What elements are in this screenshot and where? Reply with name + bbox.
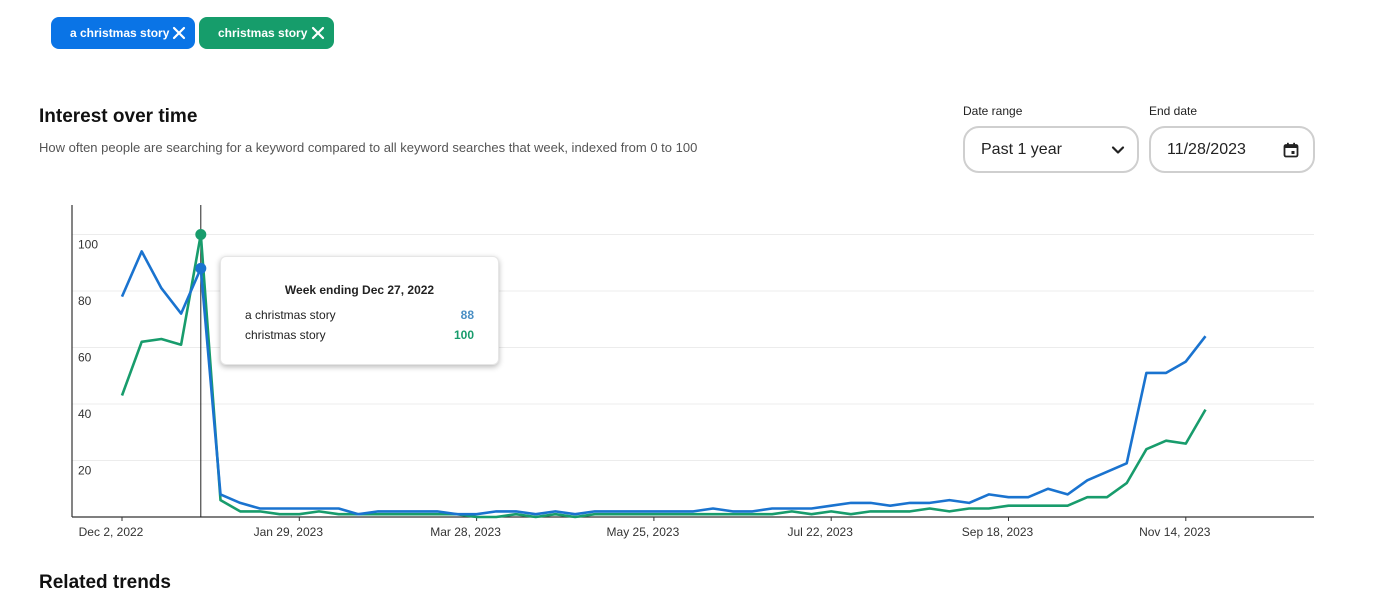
calendar-icon[interactable]: [1283, 142, 1299, 158]
tooltip-row-value: 100: [453, 328, 474, 342]
interest-over-time-chart[interactable]: 20 40 60 80 100 Dec 2, 2022 Jan 29, 2023 Mar 28…: [0, 190, 1394, 550]
chart-tooltip: Week ending Dec 27, 2022 a christmas sto…: [220, 256, 499, 365]
highlight-point: [195, 229, 207, 240]
keyword-chip-label: a christmas story: [70, 26, 170, 40]
end-date-label: End date: [1149, 104, 1198, 118]
section-subtitle: How often people are searching for a key…: [39, 140, 698, 155]
keyword-chip-a-christmas-story[interactable]: a christmas story: [51, 17, 195, 49]
tooltip-row-value: 88: [460, 308, 474, 322]
y-tick-label: 60: [78, 351, 92, 365]
x-tick-label: Mar 28, 2023: [430, 525, 501, 539]
tooltip-row: a christmas story 88: [245, 308, 474, 322]
close-icon[interactable]: [311, 26, 325, 40]
section-title: Interest over time: [39, 106, 198, 127]
y-tick-label: 80: [78, 294, 92, 308]
x-tick-label: Dec 2, 2022: [79, 525, 144, 539]
x-tick-label: Sep 18, 2023: [962, 525, 1034, 539]
y-tick-label: 40: [78, 407, 92, 421]
x-tick-label: Nov 14, 2023: [1139, 525, 1211, 539]
end-date-value: 11/28/2023: [1167, 140, 1246, 158]
close-icon[interactable]: [172, 26, 186, 40]
y-tick-label: 100: [78, 238, 98, 252]
y-tick-label: 20: [78, 464, 92, 478]
series-line-christmas-story: [120, 233, 1207, 519]
highlight-point: [195, 262, 207, 274]
date-range-select[interactable]: Past 1 year: [963, 126, 1139, 173]
x-tick-label: May 25, 2023: [607, 525, 680, 539]
end-date-input[interactable]: 11/28/2023: [1149, 126, 1315, 173]
date-range-label: Date range: [963, 104, 1023, 118]
x-tick-label: Jul 22, 2023: [788, 525, 854, 539]
series-line-a-christmas-story: [120, 250, 1207, 516]
keyword-chip-christmas-story[interactable]: christmas story: [199, 17, 334, 49]
keyword-chip-label: christmas story: [218, 26, 308, 40]
x-tick-label: Jan 29, 2023: [254, 525, 324, 539]
chevron-down-icon: [1111, 146, 1125, 154]
tooltip-title: Week ending Dec 27, 2022: [284, 283, 435, 297]
tooltip-row-label: christmas story: [245, 328, 326, 342]
date-range-value: Past 1 year: [981, 140, 1062, 158]
tooltip-row: christmas story 100: [245, 328, 474, 342]
tooltip-row-label: a christmas story: [245, 308, 336, 322]
related-trends-heading: Related trends: [39, 572, 171, 593]
